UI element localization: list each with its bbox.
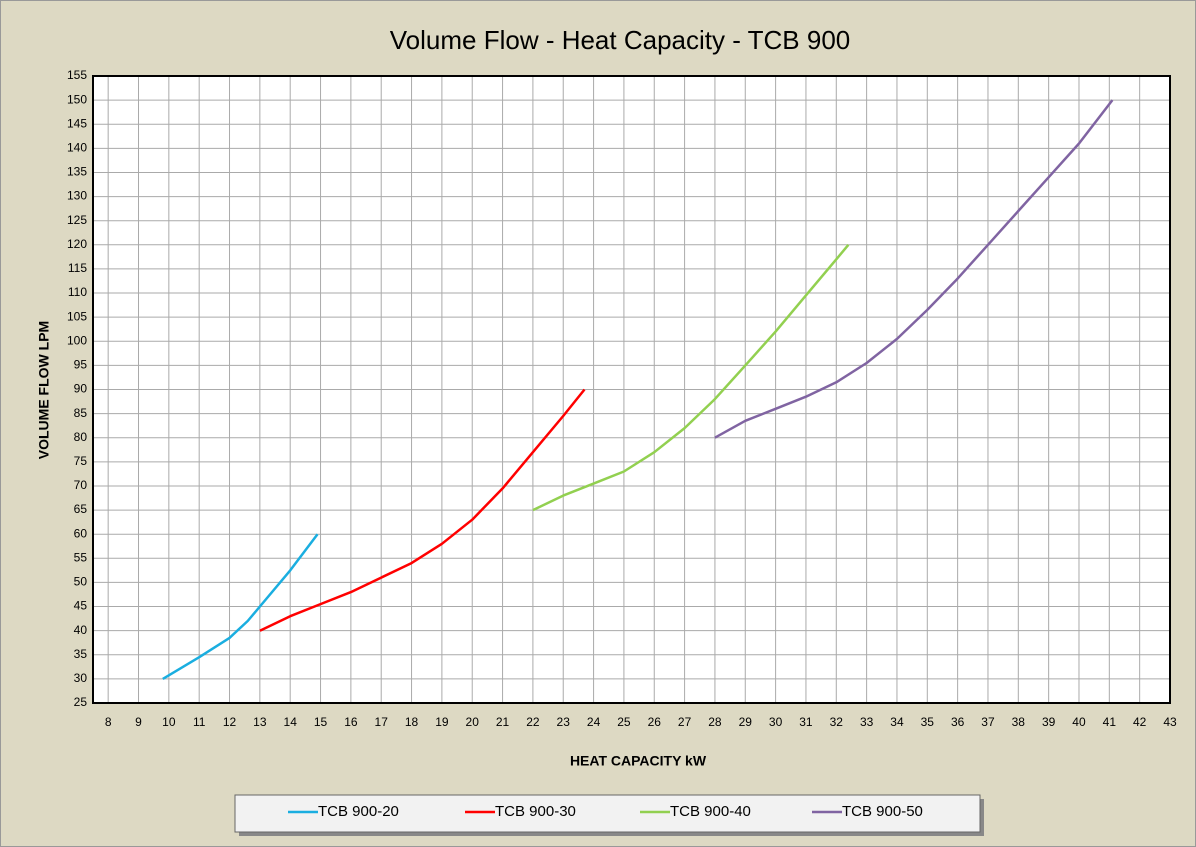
y-tick-label: 70 (74, 478, 88, 492)
x-tick-label: 30 (769, 715, 783, 729)
x-tick-label: 22 (526, 715, 540, 729)
x-tick-label: 15 (314, 715, 328, 729)
x-tick-label: 38 (1012, 715, 1026, 729)
y-tick-label: 135 (67, 165, 87, 179)
y-tick-label: 105 (67, 309, 87, 323)
x-tick-label: 14 (284, 715, 298, 729)
plot-border (92, 75, 1171, 704)
y-axis-title: VOLUME FLOW LPM (36, 321, 52, 459)
y-tick-label: 40 (74, 623, 88, 637)
x-tick-label: 13 (253, 715, 267, 729)
legend-label: TCB 900-20 (318, 803, 399, 820)
x-tick-label: 23 (557, 715, 571, 729)
x-tick-label: 8 (105, 715, 112, 729)
legend-items: TCB 900-20 TCB 900-30 TCB 900-40 TCB 900-50 (288, 803, 923, 820)
chart-title: Volume Flow - Heat Capacity - TCB 900 (390, 25, 850, 55)
y-tick-label: 25 (74, 695, 88, 709)
y-tick-label: 50 (74, 575, 88, 589)
y-tick-label: 145 (67, 116, 87, 130)
legend (234, 794, 981, 833)
x-tick-label: 34 (890, 715, 904, 729)
y-tick-label: 30 (74, 671, 88, 685)
y-tick-label: 75 (74, 454, 88, 468)
x-axis-title: HEAT CAPACITY kW (570, 753, 707, 769)
x-tick-label: 33 (860, 715, 874, 729)
x-tick-label: 16 (344, 715, 358, 729)
y-tick-label: 110 (68, 285, 87, 299)
y-tick-label: 45 (74, 599, 88, 613)
grid (93, 75, 1171, 704)
y-tick-label: 140 (67, 141, 87, 155)
y-tick-label: 65 (74, 502, 88, 516)
series-line (259, 388, 586, 632)
y-tick-label: 155 (67, 68, 87, 82)
x-tick-label: 29 (739, 715, 753, 729)
x-tick-label: 12 (223, 715, 237, 729)
x-tick-label: 31 (799, 715, 813, 729)
lines (162, 99, 1114, 680)
series-line (714, 99, 1114, 439)
y-tick-label: 115 (68, 261, 87, 275)
y-tick-label: 125 (67, 213, 87, 227)
x-tick-label: 20 (466, 715, 480, 729)
x-tick-label: 18 (405, 715, 419, 729)
x-tick-label: 9 (135, 715, 142, 729)
legend-label: TCB 900-50 (842, 803, 923, 820)
x-tick-label: 17 (375, 715, 389, 729)
x-tick-label: 42 (1133, 715, 1147, 729)
x-tick-label: 24 (587, 715, 601, 729)
x-tick-label: 43 (1163, 715, 1177, 729)
legend-label: TCB 900-30 (495, 803, 576, 820)
x-tick-label: 35 (921, 715, 935, 729)
x-tick-label: 37 (981, 715, 995, 729)
x-tick-label: 10 (162, 715, 176, 729)
x-tick-label: 26 (648, 715, 662, 729)
x-tick-label: 19 (435, 715, 449, 729)
y-tick-label: 55 (74, 550, 88, 564)
y-tick-label: 85 (74, 406, 88, 420)
x-tick-label: 40 (1072, 715, 1086, 729)
y-tick-label: 150 (67, 92, 87, 106)
x-tick-label: 27 (678, 715, 692, 729)
x-tick-label: 39 (1042, 715, 1056, 729)
x-tick-label: 28 (708, 715, 722, 729)
y-tick-label: 130 (67, 189, 87, 203)
series-line (162, 533, 319, 680)
x-tick-label: 41 (1103, 715, 1117, 729)
x-tick-label: 32 (830, 715, 844, 729)
y-tick-label: 120 (67, 237, 87, 251)
y-tick-label: 35 (74, 647, 88, 661)
y-tick-label: 80 (74, 430, 88, 444)
series-line (532, 243, 850, 512)
x-tick-label: 25 (617, 715, 631, 729)
y-tick-label: 90 (74, 382, 88, 396)
x-tick-label: 11 (193, 715, 206, 729)
y-tick-label: 60 (74, 526, 88, 540)
legend-label: TCB 900-40 (670, 803, 751, 820)
x-tick-label: 36 (951, 715, 965, 729)
y-tick-label: 95 (74, 358, 88, 372)
y-tick-label: 100 (67, 333, 87, 347)
x-tick-label: 21 (496, 715, 510, 729)
